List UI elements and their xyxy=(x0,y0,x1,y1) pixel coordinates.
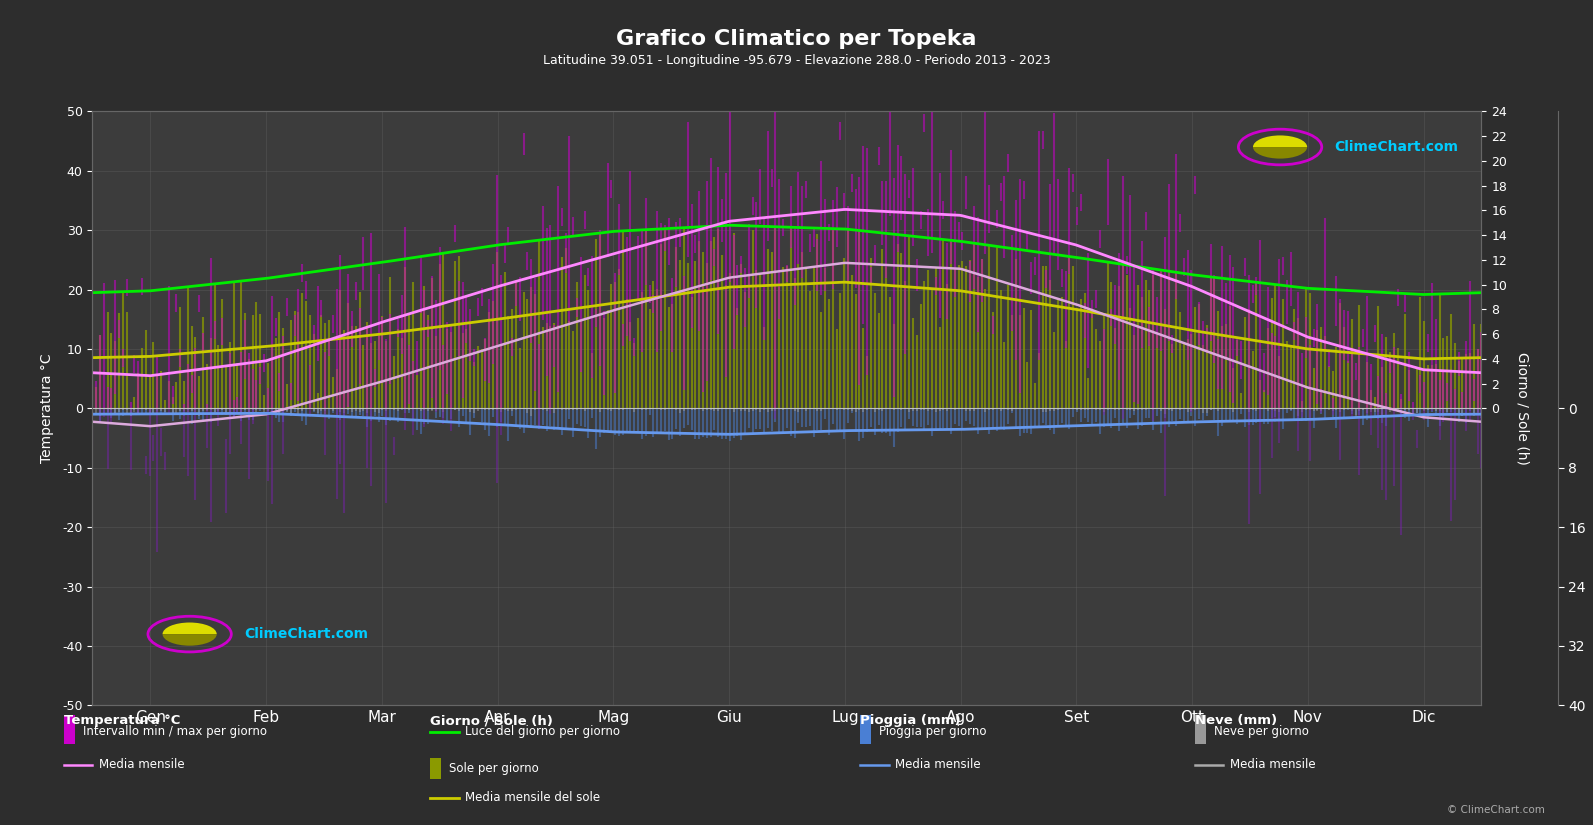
Text: Intervallo min / max per giorno: Intervallo min / max per giorno xyxy=(83,725,268,738)
Wedge shape xyxy=(162,634,217,646)
Text: Grafico Climatico per Topeka: Grafico Climatico per Topeka xyxy=(616,29,977,49)
Text: Pioggia per giorno: Pioggia per giorno xyxy=(879,725,986,738)
Text: Media mensile del sole: Media mensile del sole xyxy=(465,791,601,804)
Text: Neve (mm): Neve (mm) xyxy=(1195,714,1278,728)
Text: Temperatura °C: Temperatura °C xyxy=(64,714,180,728)
Text: Sole per giorno: Sole per giorno xyxy=(449,762,538,776)
Y-axis label: Giorno / Sole (h): Giorno / Sole (h) xyxy=(1515,352,1529,464)
Text: Media mensile: Media mensile xyxy=(99,758,185,771)
Text: Latitudine 39.051 - Longitudine -95.679 - Elevazione 288.0 - Periodo 2013 - 2023: Latitudine 39.051 - Longitudine -95.679 … xyxy=(543,54,1050,67)
Text: Media mensile: Media mensile xyxy=(895,758,981,771)
Text: © ClimeChart.com: © ClimeChart.com xyxy=(1448,805,1545,815)
Wedge shape xyxy=(162,623,217,634)
Text: Neve per giorno: Neve per giorno xyxy=(1214,725,1309,738)
Y-axis label: Temperatura °C: Temperatura °C xyxy=(40,354,54,463)
Text: Media mensile: Media mensile xyxy=(1230,758,1316,771)
Text: Giorno / Sole (h): Giorno / Sole (h) xyxy=(430,714,553,728)
Wedge shape xyxy=(1254,135,1308,147)
Text: ClimeChart.com: ClimeChart.com xyxy=(1335,140,1458,154)
Text: ClimeChart.com: ClimeChart.com xyxy=(244,627,368,641)
Text: Pioggia (mm): Pioggia (mm) xyxy=(860,714,961,728)
Text: Luce del giorno per giorno: Luce del giorno per giorno xyxy=(465,725,620,738)
Wedge shape xyxy=(1254,147,1308,158)
